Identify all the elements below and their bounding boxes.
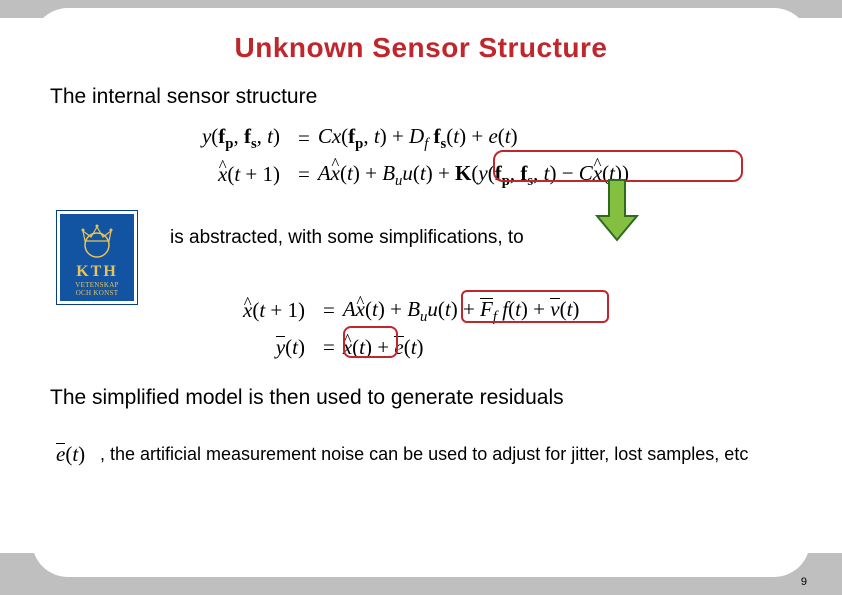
kth-logo-text-3: OCH KONST xyxy=(76,289,119,297)
equation-block-simplified: x(t + 1) = Ax(t) + Buu(t) + Ff f(t) + v(… xyxy=(175,292,675,366)
noise-explanation: , the artificial measurement noise can b… xyxy=(100,442,780,467)
page-number: 9 xyxy=(801,576,807,588)
equation-4: y(t) = x(t) + e(t) xyxy=(175,330,675,366)
kth-logo-text-1: KTH xyxy=(76,263,118,281)
intro-text: The internal sensor structure xyxy=(50,85,317,109)
kth-logo: KTH VETENSKAP OCH KONST xyxy=(56,210,138,305)
equation-block-original: y(fp, fs, t) = Cx(fp, t) + Df fs(t) + e(… xyxy=(150,120,750,193)
simplified-text: The simplified model is then used to gen… xyxy=(50,386,564,410)
kth-logo-text-2: VETENSKAP xyxy=(75,281,119,289)
kth-emblem-icon xyxy=(71,223,123,263)
equation-2: x(t + 1) = Ax(t) + Buu(t) + K(y(fp, fs, … xyxy=(150,157,750,194)
abstracted-text: is abstracted, with some simplifications… xyxy=(170,227,524,249)
noise-symbol: e(t) xyxy=(56,442,85,467)
equation-1: y(fp, fs, t) = Cx(fp, t) + Df fs(t) + e(… xyxy=(150,120,750,157)
arrow-down-icon xyxy=(595,178,639,242)
slide-title: Unknown Sensor Structure xyxy=(0,32,842,64)
equation-3: x(t + 1) = Ax(t) + Buu(t) + Ff f(t) + v(… xyxy=(175,292,675,330)
